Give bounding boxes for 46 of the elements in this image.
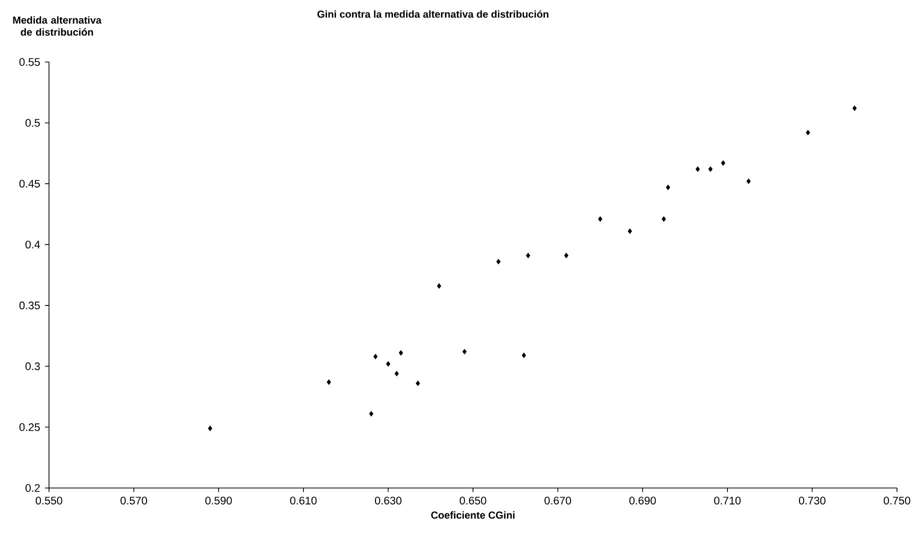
point <box>496 258 501 264</box>
x-tick-label: 0.710 <box>714 496 741 504</box>
y-axis-title: Medida alternativa de distribución <box>13 16 102 36</box>
y-tick-label: 0.4 <box>26 240 40 248</box>
x-tick-label: 0.670 <box>544 496 572 504</box>
x-tick-label: 0.550 <box>36 496 62 504</box>
point <box>437 283 442 289</box>
point <box>666 184 670 190</box>
point <box>628 228 632 234</box>
point <box>398 350 403 356</box>
y-tick-label: 0.3 <box>26 362 40 370</box>
x-tick-label: 0.650 <box>460 496 486 504</box>
point <box>208 426 212 432</box>
point <box>564 252 568 258</box>
point <box>373 354 378 360</box>
y-tick-label: 0.5 <box>26 118 40 127</box>
point <box>598 216 602 222</box>
x-tick-label: 0.630 <box>374 496 402 504</box>
point <box>696 166 700 172</box>
point <box>369 411 374 416</box>
point <box>852 106 857 111</box>
y-tick-label: 0.25 <box>19 423 40 432</box>
y-tick-label: 0.55 <box>19 58 40 66</box>
y-tick-label: 0.35 <box>19 302 40 310</box>
x-tick-label: 0.690 <box>629 496 656 504</box>
y-tick-label: 0.45 <box>19 180 40 188</box>
x-tick-label: 0.730 <box>798 496 826 504</box>
point <box>662 216 666 222</box>
point <box>746 178 751 184</box>
point <box>708 166 713 172</box>
point <box>416 380 420 386</box>
chart-title: Gini contra la medida alternativa de distribución <box>317 10 548 18</box>
x-tick-label: 0.750 <box>884 496 910 504</box>
point <box>526 252 530 258</box>
point <box>522 352 526 358</box>
x-axis-title: Coeficiente CGini <box>431 511 515 519</box>
x-tick-label: 0.610 <box>290 496 317 504</box>
point <box>806 130 810 136</box>
point <box>386 361 390 367</box>
point <box>326 379 331 385</box>
x-tick-label: 0.570 <box>120 496 148 504</box>
point <box>462 349 467 354</box>
point <box>394 370 399 376</box>
x-tick-label: 0.590 <box>205 496 232 504</box>
y-tick-label: 0.2 <box>26 484 40 492</box>
point <box>721 160 726 166</box>
